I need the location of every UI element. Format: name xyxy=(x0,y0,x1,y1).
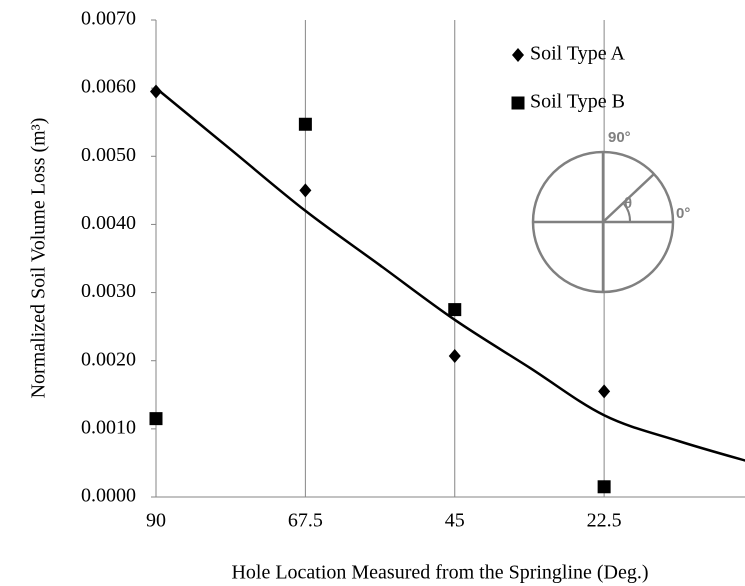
y-tick-label: 0.0060 xyxy=(81,76,136,98)
point xyxy=(597,480,611,494)
x-tick-label: 67.5 xyxy=(288,510,323,532)
inset-label: 90° xyxy=(608,129,631,146)
inset-radius xyxy=(602,173,655,223)
y-axis-label: Normalized Soil Volume Loss (m³) xyxy=(28,118,50,399)
grid xyxy=(151,19,745,498)
x-tick-label: 22.5 xyxy=(587,510,622,532)
y-tick-label: 0.0010 xyxy=(81,416,136,438)
plot-area xyxy=(155,87,745,462)
legend-marker xyxy=(512,48,524,62)
inset-arc xyxy=(623,203,632,223)
point xyxy=(149,412,163,426)
point xyxy=(448,303,462,317)
y-tick-label: 0.0030 xyxy=(81,280,136,302)
point xyxy=(150,84,162,99)
y-tick-label: 0.0020 xyxy=(81,348,136,370)
inset-label: θ xyxy=(624,195,632,212)
trendline xyxy=(155,87,745,462)
point xyxy=(448,348,461,363)
legend-marker xyxy=(511,96,525,110)
y-tick-label: 0.0000 xyxy=(81,485,136,507)
legend-label: Soil Type A xyxy=(530,43,625,65)
y-tick-label: 0.0050 xyxy=(81,144,136,166)
y-tick-label: 0.0070 xyxy=(81,8,136,30)
legend-label: Soil Type B xyxy=(530,91,625,113)
point xyxy=(598,384,611,399)
inset-diagram: 90° θ 0° xyxy=(531,129,690,294)
x-tick-label: 90 xyxy=(146,510,166,532)
y-tick-label: 0.0040 xyxy=(81,212,136,234)
point xyxy=(299,183,312,198)
x-tick-label: 45 xyxy=(445,510,465,532)
point xyxy=(298,117,312,131)
x-axis-label: Hole Location Measured from the Springli… xyxy=(231,562,648,584)
inset-label: 0° xyxy=(676,205,690,222)
